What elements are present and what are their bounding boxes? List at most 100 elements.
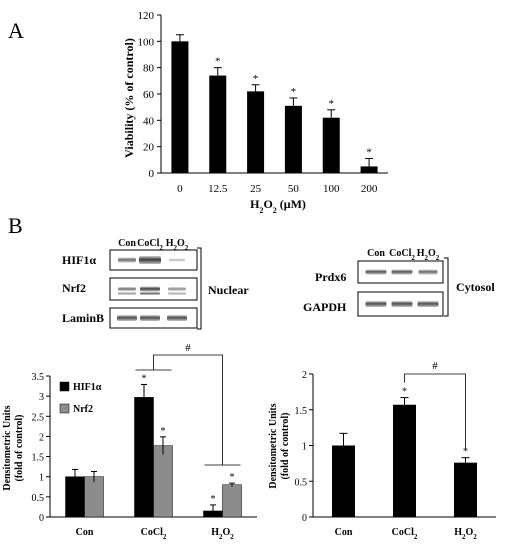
chart-a-significance-1: * xyxy=(215,56,221,68)
chart-a-bar-3 xyxy=(284,105,302,173)
chart-b1-ylabel-line2: (fold of control) xyxy=(14,414,25,481)
chart-b1-ytick-label-6: 3 xyxy=(39,392,44,403)
chart-a-bar-2 xyxy=(247,91,265,173)
chart-b1-legend-label-0: HIF1α xyxy=(73,382,102,393)
cytosol-band-0-1 xyxy=(391,269,413,275)
chart-a-xtick-label-2: 25 xyxy=(250,183,262,195)
chart-b2-ytick-label-0: 0 xyxy=(302,513,307,524)
nuclear-blot-row-label-0: HIF1α xyxy=(62,253,96,267)
chart-b1-ytick-label-1: 0.5 xyxy=(32,493,45,504)
chart-a-significance-3: * xyxy=(291,86,297,98)
nuclear-band-1-1 xyxy=(140,286,160,292)
chart-b2-bar-1 xyxy=(393,404,416,517)
chart-a-bar-0 xyxy=(171,41,189,174)
chart-a-ytick-label-5: 100 xyxy=(138,36,155,48)
chart-a-xtick-label-5: 200 xyxy=(361,183,378,195)
cytosol-bracket xyxy=(444,257,449,317)
chart-b1-significance-0-1: * xyxy=(142,373,147,384)
chart-b1-xtick-label-2: H2O2 xyxy=(211,527,234,541)
chart-b1-bar-1-0 xyxy=(84,476,104,518)
cytosol-densitometry-chart: Densitometric Units (fold of control) 0 0… xyxy=(268,360,496,541)
chart-a-significance-4: * xyxy=(329,98,335,110)
cytosol-fraction-label: Cytosol xyxy=(456,280,495,294)
chart-a-xtick-label-0: 0 xyxy=(177,183,183,195)
chart-b2-comparison-mark: # xyxy=(432,360,438,372)
chart-b2-comparison-bracket xyxy=(404,373,466,450)
chart-a-xtick-label-4: 100 xyxy=(323,183,340,195)
chart-b2-significance-2: * xyxy=(463,447,468,458)
nuclear-band-2-2 xyxy=(167,315,187,321)
chart-b1-ytick-label-2: 1 xyxy=(39,473,44,484)
nuclear-band-2-0 xyxy=(117,315,137,321)
chart-a-ytick-label-6: 120 xyxy=(138,10,155,22)
cytosol-band-0-0 xyxy=(365,269,387,275)
nuclear-fraction-label: Nuclear xyxy=(208,283,249,297)
chart-b2-ytick-label-4: 2 xyxy=(302,370,307,381)
chart-a-ytick-label-4: 80 xyxy=(143,63,155,75)
chart-b2-xtick-label-2: H2O2 xyxy=(454,527,477,541)
cytosol-band-1-1 xyxy=(391,301,413,307)
chart-b2-bar-0 xyxy=(332,445,355,517)
nuclear-blot-row-label-1: Nrf2 xyxy=(62,281,86,295)
nuclear-blot-row-label-2: LaminB xyxy=(62,311,104,325)
nuclear-band-0-0 xyxy=(118,257,136,263)
chart-b2-ytick-label-1: 0.5 xyxy=(295,477,308,488)
nuclear-band-lower-1-2 xyxy=(168,292,186,295)
chart-b2-bar-2 xyxy=(454,462,477,517)
cytosol-lane-label-2: H2O2 xyxy=(417,248,440,262)
nuclear-band-0-2 xyxy=(169,258,185,262)
nuclear-band-2-1 xyxy=(140,315,160,321)
chart-b2-ylabel-line1: Densitometric Units xyxy=(268,403,279,488)
nuclear-lane-label-2: H2O2 xyxy=(166,238,189,252)
nuclear-band-lower-1-0 xyxy=(118,292,136,295)
chart-a-xlabel: H2O2 (μM) xyxy=(250,197,306,215)
chart-b1-bar-1-2 xyxy=(222,484,242,518)
nuclear-densitometry-chart: Densitometric Units (fold of control) 0 0… xyxy=(2,342,257,541)
chart-a-ytick-label-2: 40 xyxy=(143,115,155,127)
nuclear-band-0-1 xyxy=(139,256,161,264)
nuclear-blot: HIF1α Nrf2 LaminB Nuclear Con CoCl2 H2O2 xyxy=(62,238,249,330)
chart-b1-ylabel-line1: Densitometric Units xyxy=(2,405,13,490)
chart-a-significance-5: * xyxy=(366,147,372,159)
chart-a-bar-5 xyxy=(360,166,378,173)
viability-chart: Viability (% of control) H2O2 (μM) 0 20 40… xyxy=(122,10,388,215)
cytosol-lane-label-1: CoCl2 xyxy=(389,248,415,262)
chart-b2-xtick-label-1: CoCl2 xyxy=(392,527,418,541)
chart-a-ylabel: Viability (% of control) xyxy=(122,38,136,158)
chart-b1-significance-1-2: * xyxy=(230,472,235,483)
chart-b1-legend-swatch-0 xyxy=(59,381,70,392)
chart-a-significance-2: * xyxy=(253,73,259,85)
chart-b1-ytick-label-0: 0 xyxy=(39,513,44,524)
nuclear-lane-label-0: Con xyxy=(118,238,136,249)
nuclear-band-1-2 xyxy=(168,287,186,291)
cytosol-blot-row-label-0: Prdx6 xyxy=(315,270,346,284)
chart-b2-significance-1: * xyxy=(402,387,407,398)
cytosol-blot-row-label-1: GAPDH xyxy=(303,300,347,314)
chart-b1-legend-swatch-1 xyxy=(59,403,70,414)
nuclear-bracket xyxy=(197,247,202,330)
chart-b2-ytick-label-2: 1 xyxy=(302,442,307,453)
chart-a-bar-4 xyxy=(322,117,340,173)
chart-a-xtick-label-3: 50 xyxy=(288,183,300,195)
chart-b2-ytick-label-3: 1.5 xyxy=(295,406,308,417)
chart-a-ytick-label-1: 20 xyxy=(143,142,155,154)
chart-b1-ytick-label-4: 2 xyxy=(39,432,44,443)
chart-b1-xtick-label-0: Con xyxy=(76,527,94,538)
chart-a-xtick-label-1: 12.5 xyxy=(208,183,228,195)
chart-b1-ytick-label-3: 1.5 xyxy=(32,453,45,464)
chart-b1-bar-0-1 xyxy=(134,397,154,518)
chart-b1-significance-0-2: * xyxy=(211,494,216,505)
chart-b1-ytick-label-7: 3.5 xyxy=(32,372,45,383)
chart-a-bar-1 xyxy=(209,75,227,173)
panel-label-a: A xyxy=(8,18,24,43)
chart-a-ytick-label-3: 60 xyxy=(143,89,155,101)
chart-b2-xtick-label-0: Con xyxy=(335,527,353,538)
cytosol-band-1-0 xyxy=(365,301,387,307)
chart-b1-significance-1-1: * xyxy=(161,426,166,437)
chart-b2-ylabel-line2: (fold of control) xyxy=(280,412,291,479)
chart-b1-ytick-label-5: 2.5 xyxy=(32,412,45,423)
cytosol-band-1-2 xyxy=(417,301,439,307)
chart-b1-xtick-label-1: CoCl2 xyxy=(141,527,167,541)
nuclear-band-lower-1-1 xyxy=(140,292,160,295)
